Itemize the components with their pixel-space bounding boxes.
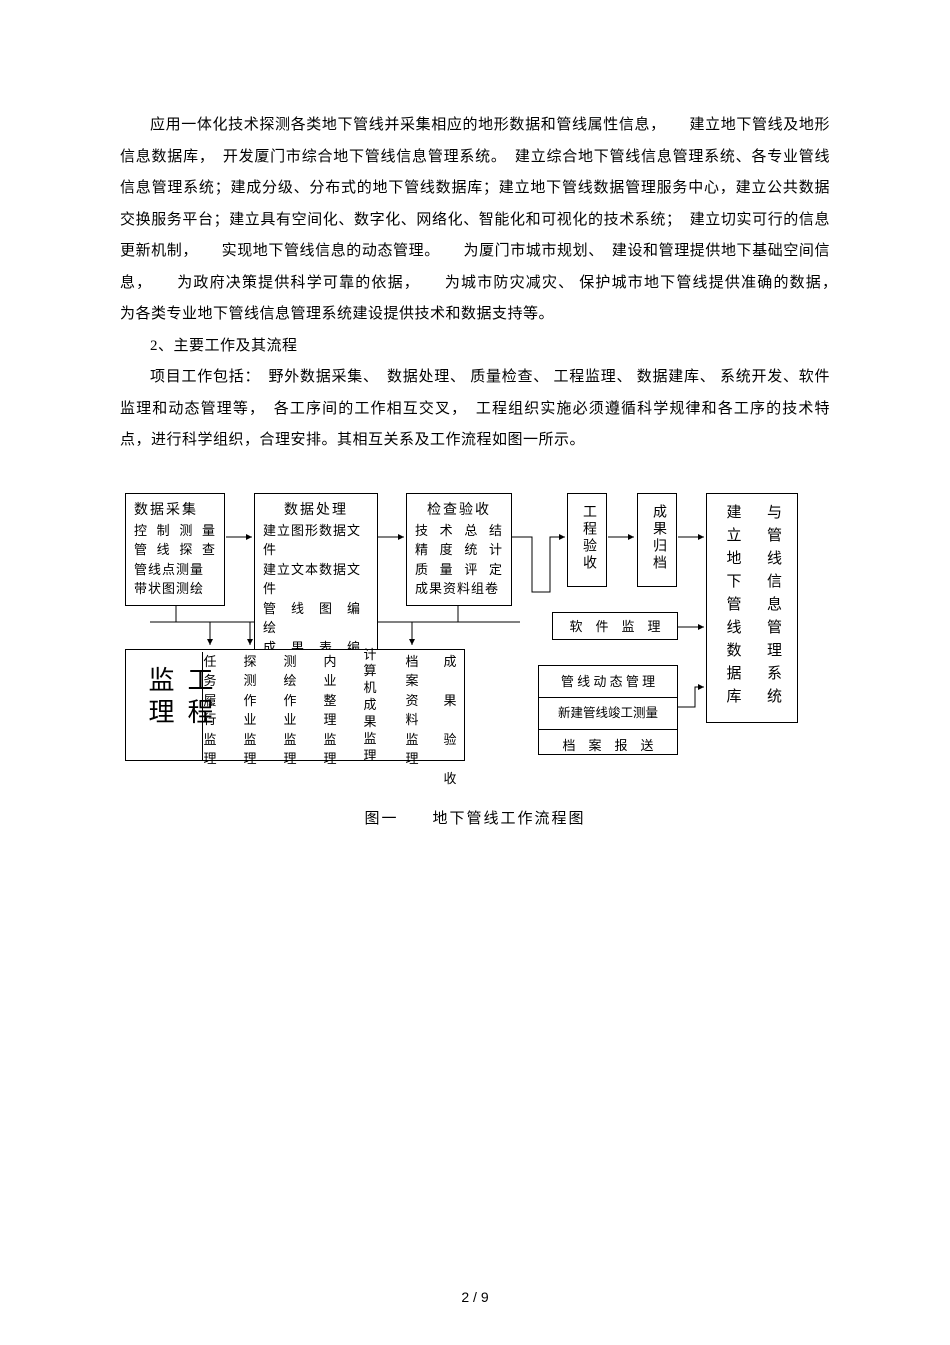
box3-i2: 质 量 评 定 xyxy=(415,560,503,580)
box2-i0: 建立图形数据文件 xyxy=(263,521,369,560)
box3-i3: 成果资料组卷 xyxy=(415,579,503,599)
box8-text: 与管线信息管理系统 xyxy=(762,504,785,712)
box-eng-accept: 工程验收 xyxy=(567,493,607,587)
box3-i0: 技 术 总 结 xyxy=(415,521,503,541)
jl-col-5: 档案资料监理 xyxy=(404,652,420,769)
jl-col-4: 计算机成果监理 xyxy=(362,647,378,765)
jl-col-3: 内业整理监理 xyxy=(322,652,338,769)
jl-col-2: 测绘作业监理 xyxy=(282,652,298,769)
box-dynamic-mgmt: 管 线 动 态 管 理 新建管线竣工测量 档 案 报 送 xyxy=(538,665,678,755)
paragraph-2: 项目工作包括： 野外数据采集、 数据处理、 质量检查、 工程监理、 数据建库、 … xyxy=(120,362,830,457)
box5-text: 成果归档 xyxy=(648,504,669,572)
flowchart: 数据采集 控 制 测 量 管 线 探 查 管线点测量 带状图测绘 数据处理 建立… xyxy=(120,487,830,787)
figure-caption: 图一 地下管线工作流程图 xyxy=(120,807,830,828)
box2-i1: 建立文本数据文件 xyxy=(263,560,369,599)
box1-i1: 管 线 探 查 xyxy=(134,540,216,560)
box2-i2: 管 线 图 编 绘 xyxy=(263,599,369,638)
box1-i0: 控 制 测 量 xyxy=(134,521,216,541)
box6-text: 软 件 监 理 xyxy=(569,619,660,634)
paragraph-1: 应用一体化技术探测各类地下管线并采集相应的地形数据和管线属性信息， 建立地下管线… xyxy=(120,110,830,331)
box3-i1: 精 度 统 计 xyxy=(415,540,503,560)
jl-col-1: 探测作业监理 xyxy=(242,652,258,769)
page-number: 2 / 9 xyxy=(0,1289,950,1305)
box-database: 建立地下管线数据库 与管线信息管理系统 xyxy=(706,493,798,723)
box2-title: 数据处理 xyxy=(263,500,369,521)
box-data-collect: 数据采集 控 制 测 量 管 线 探 查 管线点测量 带状图测绘 xyxy=(125,493,225,606)
box3-title: 检查验收 xyxy=(415,500,503,521)
box1-i3: 带状图测绘 xyxy=(134,579,216,599)
box1-title: 数据采集 xyxy=(134,500,216,521)
jl-col-0: 任务履行监理 xyxy=(202,652,218,769)
box1-i2: 管线点测量 xyxy=(134,560,216,580)
section-2-title: 2、主要工作及其流程 xyxy=(120,331,830,363)
jl-col-6: 成 果 验 收 xyxy=(442,652,458,789)
box-inspection: 检查验收 技 术 总 结 精 度 统 计 质 量 评 定 成果资料组卷 xyxy=(406,493,512,606)
box10-text: 新建管线竣工测量 xyxy=(539,697,677,729)
box4-text: 工程验收 xyxy=(578,504,599,572)
box-archive: 成果归档 xyxy=(637,493,677,587)
box9-text: 管 线 动 态 管 理 xyxy=(539,666,677,698)
box11-text: 档 案 报 送 xyxy=(539,729,677,762)
box-sw-supervision: 软 件 监 理 xyxy=(552,612,678,640)
box7-text: 建立地下管线数据库 xyxy=(721,504,744,712)
